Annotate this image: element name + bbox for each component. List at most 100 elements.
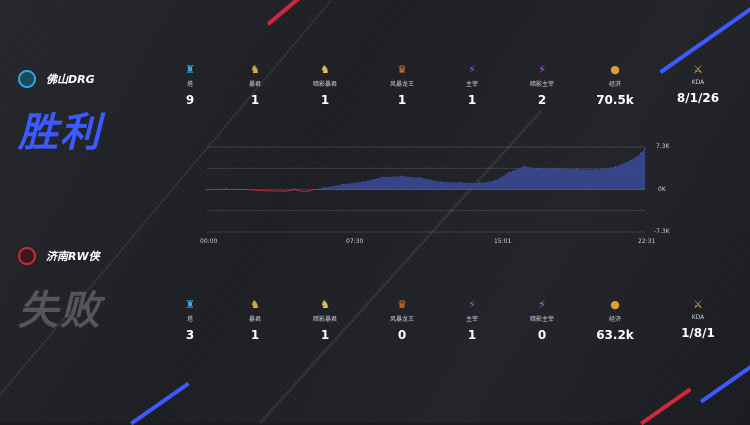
data-point xyxy=(420,177,422,179)
stat-label: 风暴龙王 xyxy=(389,81,414,88)
x-tick: 07:30 xyxy=(346,238,364,245)
stat-label: KDA xyxy=(691,79,705,86)
data-point xyxy=(614,166,617,168)
data-point xyxy=(494,180,496,182)
stat-sword: ⚔ KDA 1/8/1 xyxy=(663,298,733,340)
data-point xyxy=(225,188,228,190)
shadow-tyrant-icon: ♞ xyxy=(320,63,330,76)
data-point xyxy=(323,187,325,189)
data-point xyxy=(400,175,403,177)
stat-value: 9 xyxy=(185,93,195,107)
data-point xyxy=(640,152,642,155)
stat-label: KDA xyxy=(691,314,705,321)
stat-storm-dragon: ♛ 风暴龙王 0 xyxy=(367,298,437,342)
stat-sword: ⚔ KDA 8/1/26 xyxy=(663,63,733,105)
stat-shadow-tyrant: ♞ 暗影暴君 1 xyxy=(290,298,360,342)
stat-value: 8/1/26 xyxy=(676,91,720,105)
data-point xyxy=(361,181,364,183)
team-loser-header: 济南RW侠 xyxy=(18,247,100,265)
data-point xyxy=(284,190,286,192)
data-point xyxy=(523,165,525,167)
team-name: 佛山DRG xyxy=(46,73,95,86)
overlord-icon: ⚡ xyxy=(468,63,476,76)
gold-coin-icon: ● xyxy=(610,298,620,311)
team-logo xyxy=(18,70,36,88)
data-point xyxy=(537,167,539,170)
stat-value: 1 xyxy=(467,328,477,342)
data-point xyxy=(575,168,578,170)
overlord-icon: ⚡ xyxy=(468,298,476,311)
data-point xyxy=(595,169,597,171)
x-tick: 15:01 xyxy=(494,238,512,245)
team-logo xyxy=(18,247,36,265)
data-point xyxy=(439,181,441,183)
gold-deficit-line xyxy=(207,188,645,193)
y-tick: 0K xyxy=(658,186,666,193)
storm-dragon-icon: ♛ xyxy=(397,298,407,311)
stat-value: 3 xyxy=(185,328,195,342)
stat-value: 1 xyxy=(467,93,477,107)
data-point xyxy=(303,191,305,193)
stat-label: 塔 xyxy=(186,81,193,88)
stat-label: 风暴龙王 xyxy=(389,316,414,323)
team-winner-header: 佛山DRG xyxy=(18,70,95,88)
stat-value: 1 xyxy=(250,328,260,342)
data-point xyxy=(293,188,296,190)
stat-value: 1/8/1 xyxy=(681,326,715,340)
data-point xyxy=(264,190,266,192)
data-point xyxy=(313,188,315,191)
tower-icon: ♜ xyxy=(185,63,195,76)
data-point xyxy=(245,188,247,191)
data-point xyxy=(556,167,558,170)
stat-shadow-overlord: ⚡ 暗影主宰 2 xyxy=(507,63,577,107)
stat-value: 1 xyxy=(320,93,330,107)
gold-coin-icon: ● xyxy=(610,63,620,76)
stat-tyrant: ♞ 暴君 1 xyxy=(220,298,290,342)
stat-value: 1 xyxy=(397,93,407,107)
shadow-tyrant-icon: ♞ xyxy=(320,298,330,311)
y-tick: 7.3K xyxy=(656,143,670,150)
data-point xyxy=(381,176,383,178)
stat-tower: ♜ 塔 9 xyxy=(155,63,225,107)
stat-label: 暗影暴君 xyxy=(312,81,337,88)
stat-value: 0 xyxy=(537,328,547,342)
data-point xyxy=(478,182,480,184)
stat-storm-dragon: ♛ 风暴龙王 1 xyxy=(367,63,437,107)
result-victory: 胜利 xyxy=(18,110,102,156)
shadow-overlord-icon: ⚡ xyxy=(538,63,546,76)
stat-label: 经济 xyxy=(608,81,621,88)
sword-icon: ⚔ xyxy=(693,63,703,76)
stat-label: 塔 xyxy=(186,316,193,323)
team-name: 济南RW侠 xyxy=(46,250,100,263)
stat-value: 63.2k xyxy=(596,328,634,342)
data-point xyxy=(507,172,510,174)
stat-value: 2 xyxy=(537,93,547,107)
stat-shadow-overlord: ⚡ 暗影主宰 0 xyxy=(507,298,577,342)
stat-label: 暗影主宰 xyxy=(529,316,554,323)
data-point xyxy=(206,188,208,191)
data-point xyxy=(459,181,461,184)
stat-label: 经济 xyxy=(608,316,621,323)
stat-tower: ♜ 塔 3 xyxy=(155,298,225,342)
stat-value: 0 xyxy=(397,328,407,342)
result-defeat: 失败 xyxy=(18,288,102,334)
stat-gold-coin: ● 经济 70.5k xyxy=(580,63,650,107)
stat-label: 暴君 xyxy=(248,81,261,88)
stat-label: 暗影暴君 xyxy=(312,316,337,323)
stat-overlord: ⚡ 主宰 1 xyxy=(437,63,507,107)
stat-label: 主宰 xyxy=(465,81,478,88)
data-point xyxy=(630,159,632,161)
stat-value: 1 xyxy=(250,93,260,107)
x-tick: 00:00 xyxy=(200,238,218,245)
stat-label: 暗影主宰 xyxy=(529,81,554,88)
tyrant-icon: ♞ xyxy=(250,298,260,311)
stat-label: 主宰 xyxy=(465,316,478,323)
stat-tyrant: ♞ 暴君 1 xyxy=(220,63,290,107)
sword-icon: ⚔ xyxy=(693,298,703,311)
stat-gold-coin: ● 经济 63.2k xyxy=(580,298,650,342)
stat-label: 暴君 xyxy=(248,316,261,323)
stat-value: 70.5k xyxy=(596,93,634,107)
shadow-overlord-icon: ⚡ xyxy=(538,298,546,311)
